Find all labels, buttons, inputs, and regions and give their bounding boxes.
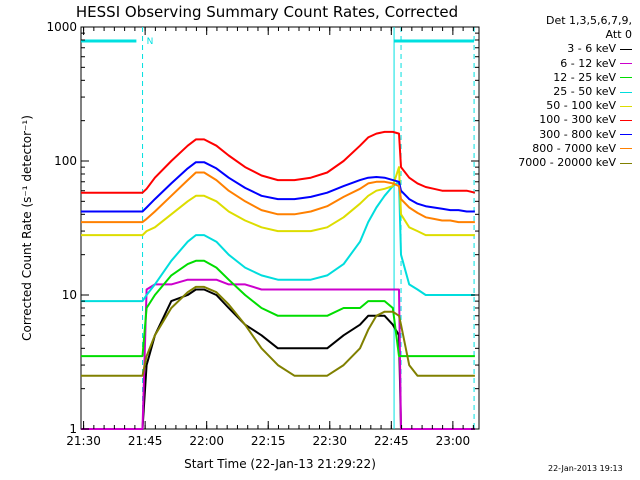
- legend-entry: 7000 - 20000 keV: [492, 156, 632, 170]
- x-tick-label: 22:30: [312, 434, 347, 448]
- x-tick-label: 23:00: [436, 434, 471, 448]
- series-line-2: [81, 259, 475, 358]
- y-tick-label: 1: [69, 422, 77, 436]
- legend-entry-swatch: [620, 134, 632, 136]
- legend-entry: 6 - 12 keV: [492, 57, 632, 71]
- legend-entry-label: 300 - 800 keV: [539, 127, 616, 141]
- series-line-8: [81, 285, 475, 377]
- x-tick-label: 22:15: [251, 434, 286, 448]
- y-tick-label: 1000: [46, 20, 77, 34]
- legend-entry-label: 7000 - 20000 keV: [518, 156, 616, 170]
- legend-header-line-2: Att 0: [605, 28, 632, 42]
- legend-entry-label: 12 - 25 keV: [553, 70, 616, 84]
- series-layer: [81, 130, 476, 430]
- attenuator-markers: N: [81, 27, 475, 429]
- legend-entry-swatch: [620, 148, 632, 150]
- series-line-6: [81, 161, 475, 213]
- legend-entry: 800 - 7000 keV: [492, 142, 632, 156]
- legend-entry-swatch: [620, 119, 632, 121]
- annotation-marker: N: [147, 37, 154, 47]
- legend-entry-swatch: [620, 48, 632, 50]
- y-tick-label: 10: [62, 288, 77, 302]
- legend: Det 1,3,5,6,7,9, Att 0 3 - 6 keV 6 - 12 k…: [492, 14, 632, 170]
- legend-entry: 3 - 6 keV: [492, 42, 632, 56]
- x-axis-label: Start Time (22-Jan-13 21:29:22): [184, 457, 376, 471]
- legend-entry-swatch: [620, 162, 632, 164]
- legend-entry-swatch: [620, 77, 632, 79]
- chart-title: HESSI Observing Summary Count Rates, Cor…: [76, 3, 458, 21]
- legend-entry-swatch: [620, 91, 632, 93]
- legend-entry: 25 - 50 keV: [492, 85, 632, 99]
- y-axis-label: Corrected Count Rate (s⁻¹ detector⁻¹): [20, 115, 34, 341]
- series-line-1: [81, 278, 475, 430]
- legend-entry-label: 100 - 300 keV: [539, 113, 616, 127]
- legend-header-line-1: Det 1,3,5,6,7,9,: [545, 14, 632, 27]
- plot-area-frame: [80, 26, 480, 430]
- series-line-7: [81, 171, 475, 224]
- legend-entry-label: 6 - 12 keV: [560, 56, 616, 70]
- legend-entries: 3 - 6 keV 6 - 12 keV 12 - 25 keV 25 - 50 ke…: [492, 42, 632, 170]
- x-tick-label: 22:00: [189, 434, 224, 448]
- x-tick-label: 22:45: [374, 434, 409, 448]
- x-tick-label: 21:30: [66, 434, 101, 448]
- legend-entry-label: 3 - 6 keV: [567, 42, 616, 56]
- series-line-4: [81, 166, 475, 237]
- legend-entry: 300 - 800 keV: [492, 128, 632, 142]
- series-line-5: [81, 130, 476, 194]
- legend-entry-label: 50 - 100 keV: [546, 99, 616, 113]
- series-line-0: [81, 288, 475, 430]
- generation-timestamp: 22-Jan-2013 19:13: [548, 464, 623, 473]
- legend-entry-label: 800 - 7000 keV: [532, 141, 616, 155]
- y-tick-label: 100: [54, 154, 77, 168]
- legend-entry: 100 - 300 keV: [492, 113, 632, 127]
- legend-entry-swatch: [620, 63, 632, 65]
- legend-entry: 50 - 100 keV: [492, 99, 632, 113]
- legend-entry: 12 - 25 keV: [492, 71, 632, 85]
- legend-entry-label: 25 - 50 keV: [553, 85, 616, 99]
- series-line-3: [81, 180, 475, 303]
- legend-entry-swatch: [620, 105, 632, 107]
- x-tick-label: 21:45: [128, 434, 163, 448]
- axes: 1 10 100 1000 21:30 21:45 22:00 22:15 22:30 22:45…: [46, 20, 479, 448]
